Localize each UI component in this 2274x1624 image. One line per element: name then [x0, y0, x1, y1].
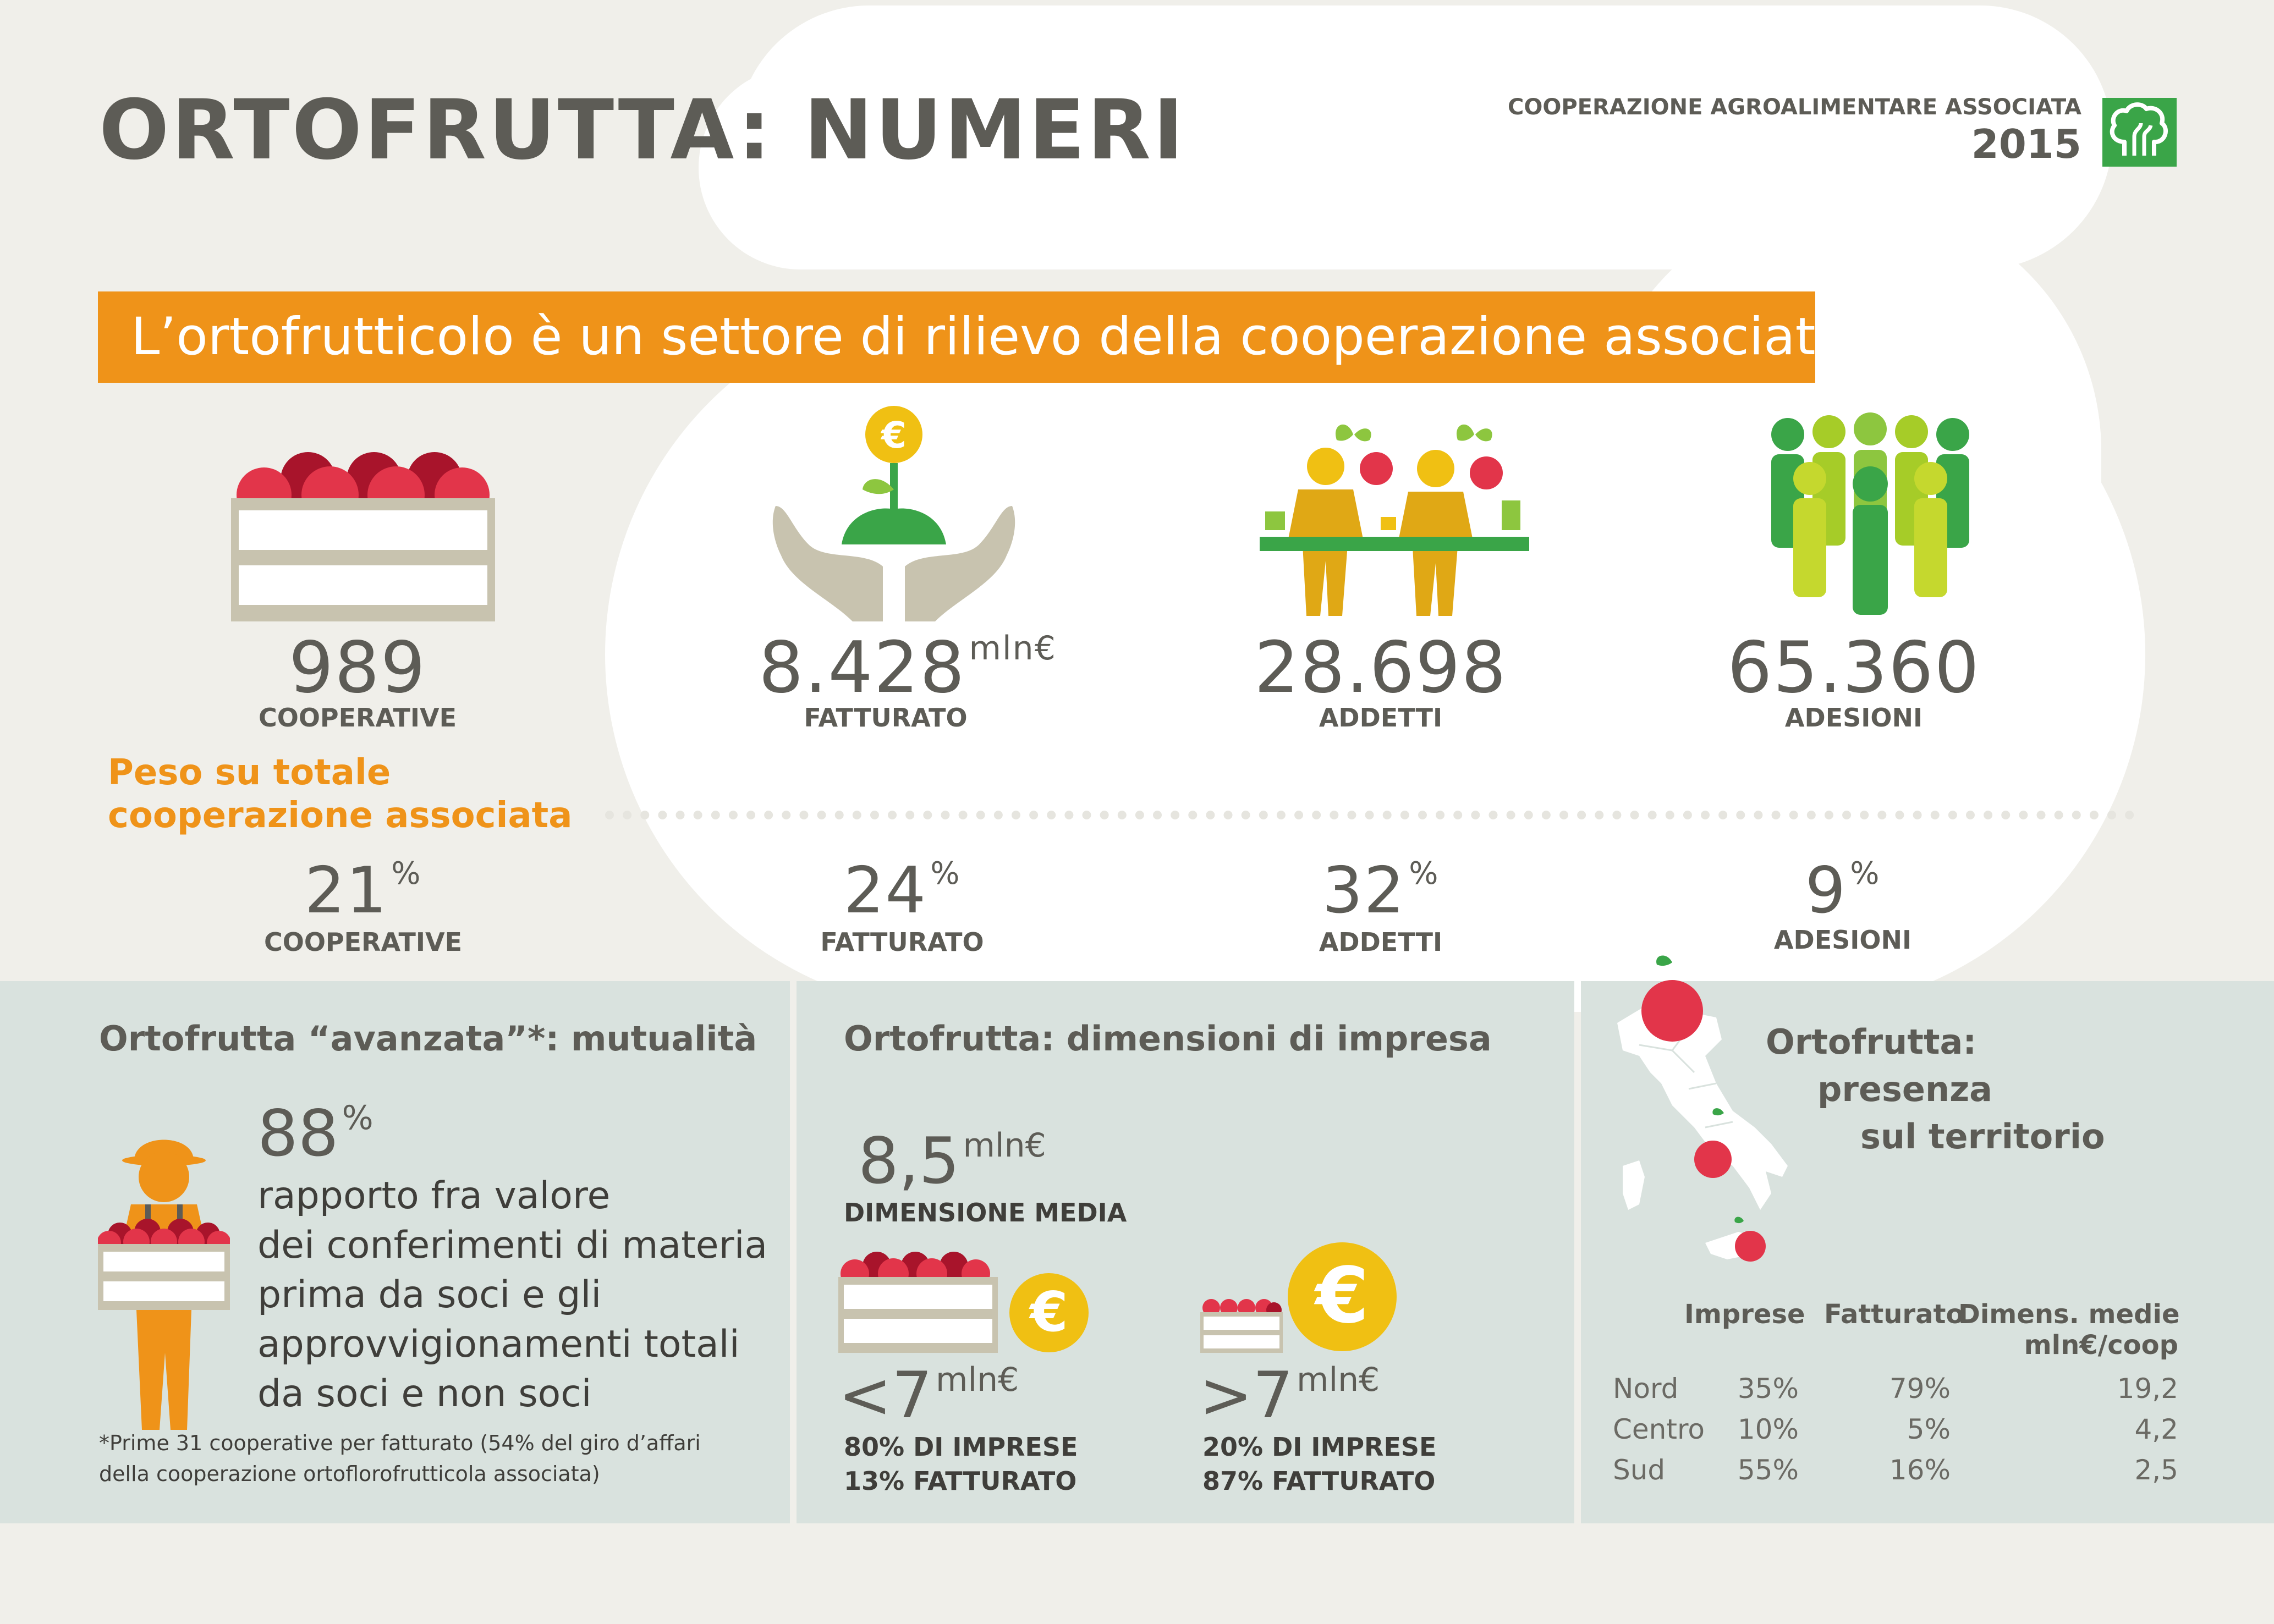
large-companies-stats: 20% DI IMPRESE 87% FATTURATO	[1202, 1432, 1437, 1496]
stat-cooperative-value: 989	[220, 627, 495, 709]
large-crate-icon	[1200, 1296, 1283, 1353]
weight-adesioni-label: ADESIONI	[1773, 925, 1912, 955]
stat-cooperative-label: COOPERATIVE	[258, 703, 457, 733]
dimensione-media-value: 8,5 mln€	[858, 1124, 1046, 1198]
large-euro-coin-icon: €	[1287, 1242, 1397, 1352]
page-title: ORTOFRUTTA: NUMERI	[99, 82, 1186, 178]
mutualita-footnote: *Prime 31 cooperative per fatturato (54%…	[99, 1431, 701, 1486]
mutualita-description: rapporto fra valore dei conferimenti di …	[257, 1171, 775, 1419]
report-year: 2015	[1971, 121, 2081, 167]
column-header-fatturato: Fatturato	[1824, 1299, 1964, 1330]
headline-banner: L’ortofrutticolo è un settore di rilievo…	[98, 291, 1847, 383]
farmer-with-crate-icon	[97, 1122, 231, 1430]
weight-adesioni-value: 9%	[1805, 854, 1881, 928]
dimensioni-title: Ortofrutta: dimensioni di impresa	[844, 1019, 1492, 1059]
table-cell-fatturato: 16%	[1889, 1454, 1951, 1486]
table-row-area: Nord	[1613, 1373, 1679, 1405]
weight-cooperative-label: COOPERATIVE	[263, 927, 463, 957]
table-cell-fatturato: 79%	[1889, 1373, 1951, 1405]
territorio-title: Ortofrutta: presenza sul territorio	[1766, 1022, 2105, 1157]
table-row-area: Sud	[1613, 1454, 1666, 1486]
table-cell-imprese: 55%	[1737, 1454, 1799, 1486]
dotted-separator	[605, 811, 2134, 819]
column-header-imprese: Imprese	[1684, 1299, 1805, 1330]
column-header-dimensione: Dimens. medie mln€/coop	[1958, 1299, 2180, 1361]
mutualita-title: Ortofrutta “avanzata”*: mutualità	[99, 1019, 757, 1059]
description-line: prima da soci e gli	[257, 1273, 602, 1317]
small-companies-stats: 80% DI IMPRESE 13% FATTURATO	[844, 1432, 1078, 1496]
table-row-area: Centro	[1613, 1413, 1705, 1445]
weight-fatturato-label: FATTURATO	[820, 927, 984, 957]
description-line: rapporto fra valore	[257, 1174, 611, 1218]
stat-value: 65.360	[1727, 627, 1980, 709]
stat-addetti-value: 28.698	[1238, 627, 1524, 709]
small-companies-threshold: <7 mln€	[838, 1358, 1019, 1433]
workers-icon	[1260, 418, 1529, 616]
stat-fatturato-value: 8.428 mln€	[732, 627, 1084, 709]
stat-fatturato-label: FATTURATO	[804, 703, 968, 733]
stat-unit: mln€	[969, 629, 1057, 668]
fruit-crate-icon	[231, 440, 495, 621]
stat-value: 28.698	[1254, 627, 1507, 709]
mutualita-value: 88%	[257, 1097, 373, 1171]
stat-addetti-label: ADDETTI	[1319, 703, 1443, 733]
small-euro-coin-icon: €	[1009, 1273, 1089, 1353]
background-cloud-upper-left	[699, 66, 1084, 269]
hands-plant-euro-icon: €	[770, 401, 1018, 621]
table-cell-dimensione: 4,2	[2134, 1413, 2178, 1445]
table-cell-dimensione: 2,5	[2134, 1454, 2178, 1486]
stat-value: 8.428	[759, 627, 966, 709]
stat-adesioni-label: ADESIONI	[1784, 703, 1923, 733]
members-group-icon	[1766, 401, 1975, 621]
description-line: da soci e non soci	[257, 1372, 592, 1416]
stat-value: 989	[288, 627, 427, 709]
organization-name: COOPERAZIONE AGROALIMENTARE ASSOCIATA	[1507, 95, 2081, 120]
dimensione-media-label: DIMENSIONE MEDIA	[844, 1198, 1127, 1227]
description-line: dei conferimenti di materia	[257, 1224, 768, 1267]
panel-dimensioni	[797, 981, 1574, 1523]
table-cell-dimensione: 19,2	[2117, 1373, 2178, 1405]
weight-fatturato-value: 24%	[843, 854, 961, 928]
tree-logo-icon	[2102, 98, 2177, 167]
weight-addetti-label: ADDETTI	[1319, 927, 1443, 957]
weight-heading-line1: Peso su totale	[108, 752, 391, 793]
svg-text:€: €	[1029, 1280, 1068, 1344]
stat-adesioni-value: 65.360	[1711, 627, 1997, 709]
small-crate-icon	[838, 1248, 998, 1353]
weight-heading-line2: cooperazione associata	[108, 795, 573, 836]
italy-map-icon	[1606, 946, 1815, 1287]
svg-text:€: €	[1314, 1251, 1369, 1341]
weight-heading: Peso su totale cooperazione associata	[108, 751, 658, 837]
svg-text:€: €	[880, 414, 907, 456]
weight-cooperative-value: 21%	[304, 854, 422, 928]
table-cell-imprese: 10%	[1737, 1413, 1799, 1445]
table-cell-fatturato: 5%	[1907, 1413, 1951, 1445]
large-companies-threshold: >7 mln€	[1199, 1358, 1380, 1433]
weight-addetti-value: 32%	[1322, 854, 1440, 928]
description-line: approvvigionamenti totali	[257, 1323, 740, 1366]
table-cell-imprese: 35%	[1737, 1373, 1799, 1405]
